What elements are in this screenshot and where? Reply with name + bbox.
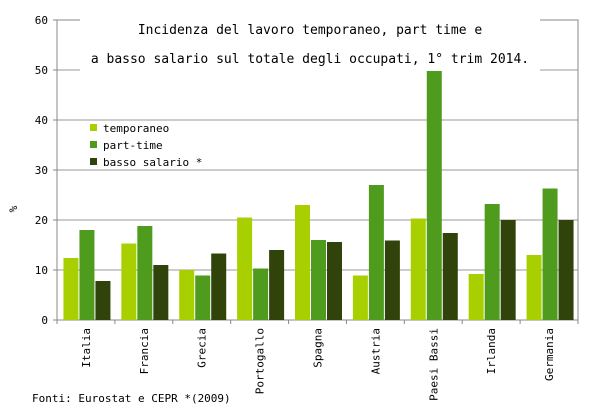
legend-label: basso salario * <box>103 156 202 169</box>
y-tick-label: 40 <box>35 114 48 127</box>
y-tick-label: 50 <box>35 64 48 77</box>
y-axis-ticks: 0 10 20 30 40 50 60 <box>35 14 57 327</box>
bar-bassosalario <box>211 253 227 320</box>
bar-temporaneo <box>179 270 195 320</box>
bar-bassosalario <box>153 265 169 320</box>
bar-parttime <box>137 226 153 320</box>
y-tick-label: 20 <box>35 214 48 227</box>
x-tick-label: Italia <box>80 328 93 368</box>
bar-bassosalario <box>95 281 111 320</box>
legend-label: part-time <box>103 139 163 152</box>
legend-label: temporaneo <box>103 122 169 135</box>
bar-parttime <box>542 188 558 320</box>
bar-temporaneo <box>295 205 310 320</box>
y-tick-label: 30 <box>35 164 48 177</box>
bar-temporaneo <box>526 255 542 320</box>
chart-title-line-2: a basso salario sul totale degli occupat… <box>91 52 529 67</box>
y-tick-label: 60 <box>35 14 48 27</box>
bar-bassosalario <box>327 242 342 320</box>
bar-temporaneo <box>352 275 368 320</box>
bar-bassosalario <box>269 250 285 320</box>
legend-swatch <box>90 124 97 131</box>
legend-swatch <box>90 141 97 148</box>
bar-parttime <box>368 185 384 320</box>
x-tick-label: Grecia <box>196 328 209 368</box>
bar-temporaneo <box>121 243 137 320</box>
y-tick-label: 0 <box>41 314 48 327</box>
bar-parttime <box>311 240 326 320</box>
x-tick-label: Austria <box>369 328 382 374</box>
x-tick-label: Francia <box>138 328 151 374</box>
bar-temporaneo <box>468 274 484 320</box>
x-tick-label: Paesi Bassi <box>427 328 440 401</box>
source-note: Fonti: Eurostat e CEPR *(2009) <box>32 392 231 405</box>
bar-parttime <box>484 204 500 320</box>
bars <box>63 71 574 320</box>
chart-title-line-1: Incidenza del lavoro temporaneo, part ti… <box>138 23 483 38</box>
bar-bassosalario <box>558 220 574 320</box>
title-background <box>80 15 540 73</box>
x-tick-label: Germania <box>543 328 556 381</box>
x-axis-ticks: Italia Francia Grecia Portogallo Spagna Austr… <box>56 320 579 401</box>
x-tick-label: Irlanda <box>485 328 498 374</box>
legend-swatch <box>90 158 97 165</box>
y-axis-label: % <box>7 205 20 212</box>
bar-bassosalario <box>384 240 400 320</box>
bar-parttime <box>426 71 442 320</box>
x-tick-label: Spagna <box>312 328 325 368</box>
y-tick-label: 10 <box>35 264 48 277</box>
bar-bassosalario <box>500 220 516 320</box>
bar-temporaneo <box>63 258 79 320</box>
bar-parttime <box>195 275 211 320</box>
legend: temporaneo part-time basso salario * <box>90 122 202 169</box>
bar-bassosalario <box>442 233 458 320</box>
bar-parttime <box>79 230 95 320</box>
bar-temporaneo <box>237 217 253 320</box>
bar-temporaneo <box>410 218 426 320</box>
bar-parttime <box>253 268 269 320</box>
x-tick-label: Portogallo <box>254 328 267 394</box>
